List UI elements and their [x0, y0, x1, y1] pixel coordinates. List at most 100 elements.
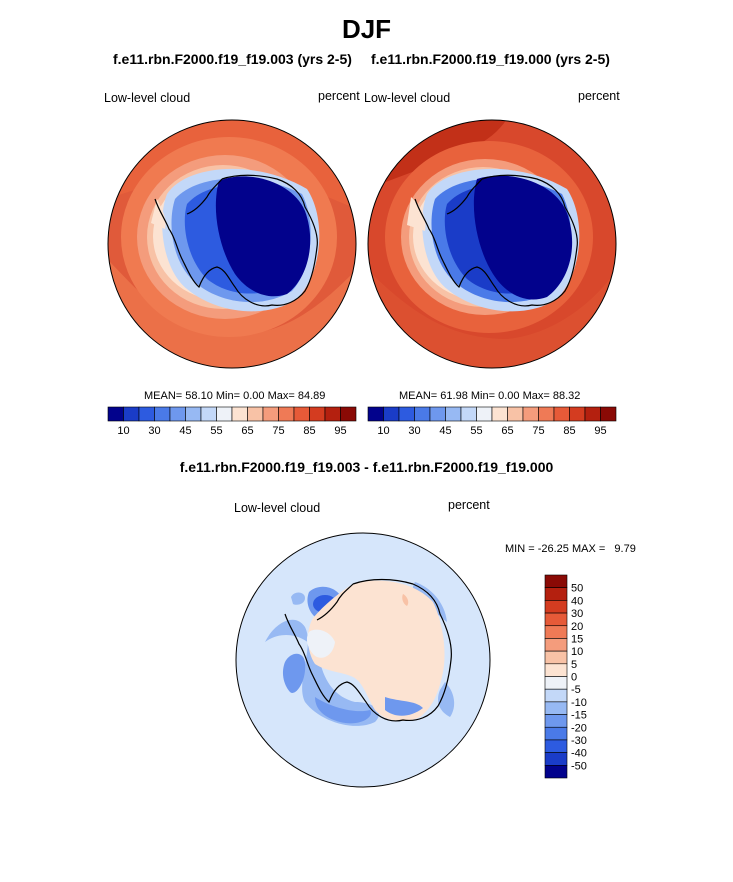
diff-colorbar-swatch [544, 688, 568, 703]
diff-colorbar-swatch [544, 625, 568, 639]
panel2-colorbar-tick-label: 45 [439, 425, 451, 437]
panel2-colorbar-tick-label: 95 [594, 425, 606, 437]
panel2-colorbar-swatch [429, 406, 446, 422]
diff-colorbar-tick-label: 15 [571, 633, 583, 645]
diff-polar-map [235, 532, 491, 788]
panel2-max-value: 88.32 [552, 390, 581, 402]
panel2-colorbar-tick-label: 65 [501, 425, 513, 437]
diff-colorbar-tick-label: -15 [571, 710, 587, 722]
panel2-colorbar-tick-label: 30 [408, 425, 420, 437]
panel1-colorbar-tick-label: 65 [241, 425, 253, 437]
diff-colorbar-swatch [544, 765, 568, 779]
panel1-max-value: 84.89 [297, 390, 326, 402]
diff-colorbar-tick-label: -5 [571, 684, 581, 696]
panel1-colorbar-swatch [107, 406, 124, 422]
panel1-colorbar-tick-label: 95 [334, 425, 346, 437]
panel2-colorbar-swatch [538, 406, 555, 422]
panel1-colorbar-swatch [123, 406, 140, 422]
panel2-colorbar-tick-label: 55 [470, 425, 482, 437]
panel2-colorbar-swatch [553, 406, 570, 422]
diff-colorbar-tick-label: 10 [571, 646, 583, 658]
panel1-colorbar-swatch [247, 406, 264, 422]
panel2-colorbar-swatch [507, 406, 524, 422]
panel2-colorbar-swatch [522, 406, 539, 422]
diff-colorbar-tick-label: -40 [571, 748, 587, 760]
diff-colorbar-swatch [544, 650, 568, 665]
panel1-min-label: Min= [215, 390, 241, 402]
diff-colorbar-swatch [544, 714, 568, 728]
panel2-colorbar-swatch [460, 406, 477, 422]
panel2-colorbar-swatch [367, 406, 384, 422]
panel2-colorbar-swatch [569, 406, 586, 422]
panel2-colorbar-swatch [584, 406, 601, 422]
panel1-antarctica-coastline [154, 174, 318, 307]
diff-colorbar-tick-label: 20 [571, 621, 583, 633]
panel1-colorbar-tick-label: 45 [179, 425, 191, 437]
panel2-mean-value: 61.98 [440, 390, 468, 402]
panel1-colorbar-swatch [324, 406, 341, 422]
panel1-mean-value: 58.10 [185, 390, 213, 402]
diff-colorbar-tick-label: -20 [571, 722, 587, 734]
panel1-colorbar-swatch [293, 406, 310, 422]
diff-colorbar-tick-label: -50 [571, 760, 587, 772]
diff-antarctica-coastline [284, 578, 452, 722]
panel2-mean-label: MEAN= [399, 390, 438, 402]
panel1-colorbar-swatch [185, 406, 202, 422]
panel1-colorbar-swatch [278, 406, 295, 422]
diff-colorbar-swatch [544, 752, 568, 766]
diff-colorbar-tick-label: 5 [571, 659, 577, 671]
panel2-case-title: f.e11.rbn.F2000.f19_f19.000 (yrs 2-5) [371, 51, 610, 67]
panel1-colorbar-swatch [309, 406, 326, 422]
panel1-variable-label: Low-level cloud [104, 91, 191, 105]
diff-colorbar-tick-label: 30 [571, 608, 583, 620]
panel1-colorbar-swatch [262, 406, 279, 422]
panel2-variable-label: Low-level cloud [364, 91, 451, 105]
diff-colorbar-swatch [544, 600, 568, 614]
diff-colorbar-tick-label: 0 [571, 672, 577, 684]
panel2-colorbar-swatch [491, 406, 508, 422]
diff-colorbar-swatch [544, 663, 568, 677]
panel1-colorbar-tick-label: 55 [210, 425, 222, 437]
panel2-antarctica-coastline [414, 174, 578, 307]
diff-colorbar-tick-label: -10 [571, 697, 587, 709]
panel1-polar-map [107, 119, 357, 369]
panel2-stats: MEAN= 61.98 Min= 0.00 Max= 88.32 [399, 390, 580, 402]
panel2-min-value: 0.00 [498, 390, 520, 402]
diff-units-label: percent [448, 498, 490, 512]
panel2-colorbar-tick-label: 10 [377, 425, 389, 437]
panel2-min-label: Min= [470, 390, 496, 402]
panel2-colorbar-tick-label: 75 [532, 425, 544, 437]
diff-title: f.e11.rbn.F2000.f19_f19.003 - f.e11.rbn.… [179, 459, 554, 475]
panel1-colorbar-tick-label: 30 [148, 425, 160, 437]
diff-colorbar-swatch [544, 739, 568, 753]
panel1-colorbar-swatch [200, 406, 217, 422]
panel1-colorbar-tick-label: 75 [272, 425, 284, 437]
diff-colorbar-swatch [544, 701, 568, 715]
diff-colorbar-tick-label: 50 [571, 583, 583, 595]
panel1-colorbar-swatch [216, 406, 233, 422]
panel1-colorbar-swatch [154, 406, 171, 422]
panel1-stats: MEAN= 58.10 Min= 0.00 Max= 84.89 [144, 390, 325, 402]
panel2-polar-map [367, 119, 617, 369]
panel1-max-label: Max= [267, 390, 295, 402]
diff-variable-label: Low-level cloud [234, 501, 321, 515]
panel1-colorbar-swatch [138, 406, 155, 422]
diff-colorbar-tick-label: 40 [571, 595, 583, 607]
panel1-colorbar: 10 30 45 55 65 75 85 95 [107, 406, 357, 437]
panel2-units-label: percent [578, 89, 620, 103]
panel1-units-label: percent [318, 89, 360, 103]
panel1-case-title: f.e11.rbn.F2000.f19_f19.003 (yrs 2-5) [113, 51, 352, 67]
panel1-colorbar-swatch [340, 406, 357, 422]
panel2-max-label: Max= [522, 390, 550, 402]
panel2-colorbar-swatch [476, 406, 493, 422]
panel2-colorbar-swatch [600, 406, 617, 422]
panel2-colorbar: 10 30 45 55 65 75 85 95 [367, 406, 617, 437]
figure-title: DJF [341, 14, 392, 44]
panel2-colorbar-swatch [414, 406, 431, 422]
panel2-colorbar-tick-label: 85 [563, 425, 575, 437]
diff-colorbar-swatch [544, 638, 568, 652]
panel2-colorbar-swatch [398, 406, 415, 422]
diff-colorbar-swatch [544, 676, 568, 690]
panel1-colorbar-tick-label: 10 [117, 425, 129, 437]
